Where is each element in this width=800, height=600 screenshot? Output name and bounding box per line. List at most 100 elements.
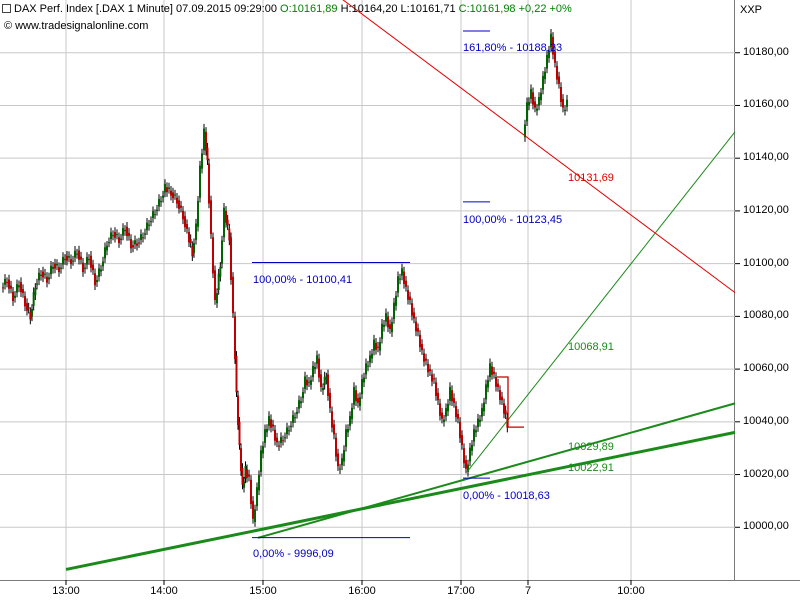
y-tick-label: 10180,00	[743, 45, 789, 58]
y-tick-label: 10160,00	[743, 98, 789, 111]
candle-body	[365, 363, 367, 375]
candle-body	[323, 376, 326, 385]
candle-body	[357, 398, 359, 403]
candle-body	[270, 419, 272, 428]
candle-body	[264, 429, 266, 443]
candle-body	[244, 466, 247, 479]
candle-body	[234, 316, 236, 360]
candle-body	[266, 428, 268, 433]
candle-body	[552, 36, 554, 55]
candle-body	[193, 243, 195, 254]
candle-body	[314, 366, 316, 370]
candle-body	[240, 448, 242, 472]
candle-body	[168, 187, 170, 189]
candle-body	[445, 408, 447, 417]
candle-body	[431, 374, 433, 382]
fib-level-label: 0,00% - 9996,09	[253, 548, 334, 561]
candle-body	[417, 328, 419, 332]
candle-body	[130, 239, 132, 249]
candle-body	[100, 269, 102, 272]
candle-body	[48, 277, 50, 280]
candle-body	[124, 229, 126, 232]
candle-body	[256, 487, 258, 507]
candle-body	[558, 76, 560, 84]
candle-body	[339, 468, 341, 470]
candle-body	[27, 307, 30, 309]
resistance-trendline	[342, 0, 736, 294]
candle-body	[268, 416, 270, 426]
candle-body	[435, 382, 437, 396]
candle-body	[427, 363, 429, 373]
price-axis[interactable]	[735, 0, 800, 580]
candle-body	[68, 256, 70, 258]
candle-body	[294, 417, 296, 419]
candle-body	[439, 403, 441, 416]
candle-body	[26, 303, 28, 311]
candle-body	[371, 353, 373, 359]
copyright-icon: ©	[4, 20, 13, 32]
price-annotation: 10068,91	[568, 341, 614, 353]
candle-body	[335, 437, 337, 457]
candle-body	[52, 266, 54, 269]
candle-body	[355, 390, 357, 402]
candle-body	[461, 435, 463, 446]
candle-body	[389, 324, 391, 330]
candle-body	[556, 65, 558, 80]
candle-body	[393, 302, 395, 319]
candle-body	[110, 232, 112, 240]
candle-body	[477, 418, 479, 428]
candle-body	[108, 242, 110, 244]
x-tick-label: 14:00	[150, 585, 178, 597]
collapse-square-icon[interactable]	[2, 4, 11, 13]
candle-body	[534, 101, 536, 108]
candle-body	[138, 242, 140, 244]
candle-body	[288, 430, 290, 432]
candle-body	[381, 323, 383, 339]
candle-body	[208, 163, 210, 204]
candle-body	[146, 222, 148, 231]
time-axis[interactable]	[0, 580, 800, 600]
candle-body	[298, 400, 300, 409]
candle-body	[188, 232, 190, 243]
candle-body	[544, 71, 546, 80]
y-tick-label: 10040,00	[743, 414, 789, 427]
candle-body	[395, 295, 397, 306]
candle-body	[132, 245, 134, 248]
candle-body	[18, 285, 20, 288]
candle-body	[199, 165, 201, 198]
candle-body	[228, 228, 231, 241]
x-tick-label: 13:00	[52, 585, 80, 597]
candle-body	[465, 460, 467, 469]
candle-body	[532, 92, 534, 105]
candle-body	[14, 295, 16, 298]
projection-bracket	[497, 376, 524, 428]
candle-body	[20, 282, 22, 293]
candle-body	[36, 283, 38, 285]
candle-body	[437, 392, 439, 401]
candle-body	[112, 235, 114, 237]
candle-body	[230, 237, 232, 280]
chart-plot-area[interactable]	[0, 0, 735, 580]
candle-body	[116, 234, 118, 236]
candle-body	[184, 216, 186, 228]
candle-body	[180, 205, 182, 208]
candle-body	[379, 341, 381, 351]
candle-body	[359, 397, 361, 406]
candle-body	[70, 259, 72, 265]
candle-body	[223, 207, 225, 238]
candle-body	[16, 284, 18, 293]
candle-body	[246, 469, 248, 478]
candle-body	[481, 408, 483, 417]
candle-body	[84, 267, 86, 269]
candle-body	[489, 363, 491, 377]
candle-body	[274, 429, 276, 441]
candle-body	[92, 264, 94, 271]
candle-body	[94, 273, 96, 286]
candle-body	[367, 365, 369, 367]
candle-body	[318, 358, 320, 378]
candle-body	[74, 250, 76, 258]
candle-body	[483, 402, 485, 412]
candle-body	[399, 278, 401, 280]
candle-body	[341, 458, 343, 466]
candle-body	[397, 276, 399, 293]
